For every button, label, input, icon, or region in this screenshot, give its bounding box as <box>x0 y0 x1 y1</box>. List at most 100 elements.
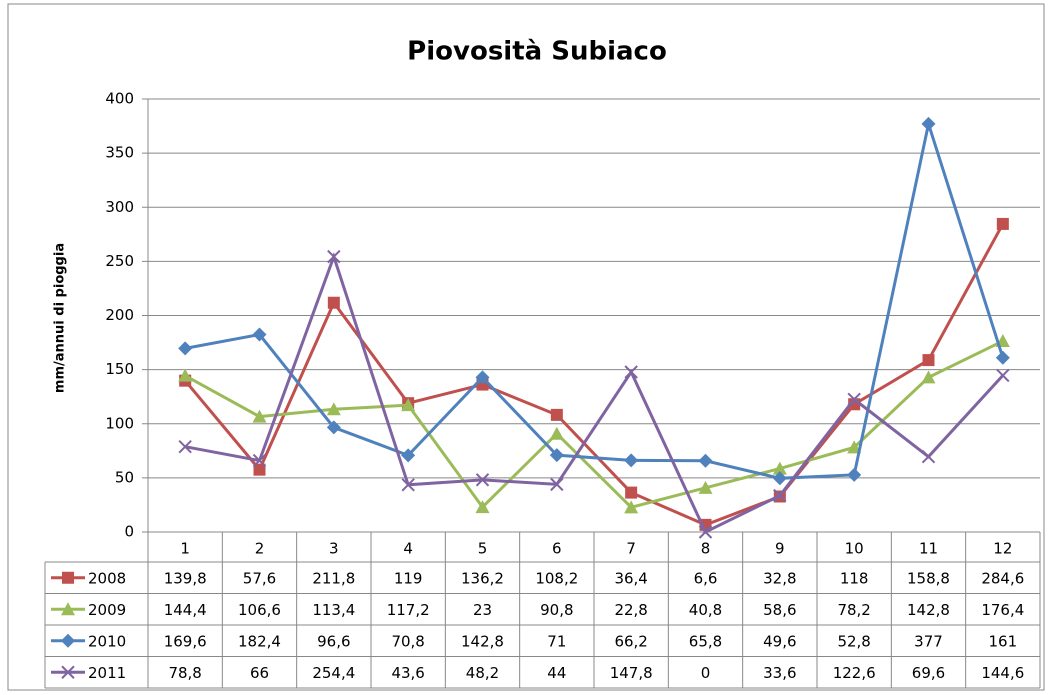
table-value: 139,8 <box>164 569 207 587</box>
marker <box>550 477 564 492</box>
table-value: 144,6 <box>981 664 1024 682</box>
marker-stroke <box>847 392 861 406</box>
marker <box>624 453 639 468</box>
marker-stroke <box>401 478 415 492</box>
table-value: 66,2 <box>614 632 647 650</box>
marker <box>178 341 193 356</box>
marker-stroke <box>773 488 787 503</box>
table-value: 70,8 <box>391 632 424 650</box>
legend-label: 2009 <box>88 601 126 619</box>
marker <box>550 408 563 421</box>
y-tick-label: 0 <box>124 523 134 541</box>
marker <box>549 448 564 463</box>
series-line <box>184 252 1004 535</box>
table-value: 71 <box>547 632 566 650</box>
marker <box>624 500 639 514</box>
marker-stroke <box>624 365 638 379</box>
marker <box>847 440 862 454</box>
marker <box>327 296 340 309</box>
table-value: 48,2 <box>466 664 499 682</box>
marker <box>61 665 75 679</box>
series-line <box>184 118 1005 480</box>
marker-stroke <box>252 453 267 468</box>
marker <box>922 354 935 367</box>
x-tick-label: 7 <box>626 540 636 558</box>
chart-title: Piovosità Subiaco <box>407 37 667 67</box>
table-value: 122,6 <box>833 664 876 682</box>
y-tick-label: 300 <box>105 198 134 216</box>
marker <box>401 448 416 463</box>
table-value: 161 <box>989 632 1018 650</box>
table-value: 32,8 <box>763 569 796 587</box>
marker <box>178 368 193 382</box>
table-value: 211,8 <box>312 569 355 587</box>
marker <box>401 398 416 412</box>
table-value: 119 <box>394 569 423 587</box>
table-value: 0 <box>701 664 711 682</box>
marker <box>698 480 713 494</box>
table-value: 43,6 <box>391 664 424 682</box>
legend-label: 2010 <box>88 632 126 650</box>
y-tick-label: 200 <box>105 306 134 324</box>
legend-label: 2011 <box>88 664 126 682</box>
table-value: 78,2 <box>837 601 870 619</box>
table-value: 106,6 <box>238 601 281 619</box>
marker <box>996 217 1009 230</box>
table-value: 136,2 <box>461 569 504 587</box>
marker <box>178 439 192 454</box>
y-axis-label: mm/annui di pioggia <box>53 243 68 393</box>
table-value: 96,6 <box>317 632 350 650</box>
marker-stroke <box>475 473 490 487</box>
table-value: 57,6 <box>243 569 276 587</box>
marker <box>475 500 490 514</box>
table-value: 44 <box>547 664 566 682</box>
marker <box>772 461 787 475</box>
marker-stroke <box>698 525 713 539</box>
marker <box>772 471 787 486</box>
y-tick-label: 150 <box>105 360 134 378</box>
table-value: 33,6 <box>763 664 796 682</box>
marker <box>475 473 490 487</box>
table-value: 118 <box>840 569 869 587</box>
marker <box>847 392 861 406</box>
table-value: 254,4 <box>312 664 355 682</box>
table-value: 6,6 <box>694 569 718 587</box>
y-tick-label: 100 <box>105 414 134 432</box>
x-tick-label: 8 <box>701 540 711 558</box>
marker <box>61 602 75 616</box>
table-value: 58,6 <box>763 601 796 619</box>
table-value: 158,8 <box>907 569 950 587</box>
table-value: 117,2 <box>387 601 430 619</box>
table-value: 284,6 <box>981 569 1024 587</box>
marker <box>326 420 341 435</box>
x-tick-label: 1 <box>180 540 190 558</box>
marker-stroke <box>550 477 564 492</box>
legend-label: 2008 <box>88 569 126 587</box>
table-value: 23 <box>473 601 492 619</box>
marker <box>61 633 75 648</box>
table-value: 78,8 <box>168 664 201 682</box>
table-value: 49,6 <box>763 632 796 650</box>
table-value: 22,8 <box>614 601 647 619</box>
marker <box>625 486 638 499</box>
marker <box>995 350 1010 365</box>
table-value: 36,4 <box>614 569 647 587</box>
marker <box>327 249 341 264</box>
marker <box>698 453 713 468</box>
marker <box>326 402 341 416</box>
table-value: 142,8 <box>461 632 504 650</box>
marker-stroke <box>996 368 1010 383</box>
y-tick-label: 250 <box>105 252 134 270</box>
marker-stroke <box>178 439 192 454</box>
table-value: 52,8 <box>837 632 870 650</box>
x-tick-label: 4 <box>403 540 413 558</box>
x-tick-label: 11 <box>919 540 938 558</box>
series-line <box>184 223 1005 527</box>
marker-stroke <box>61 665 75 679</box>
marker-stroke <box>921 449 936 464</box>
y-tick-label: 350 <box>105 144 134 162</box>
marker <box>698 525 713 539</box>
table-value: 142,8 <box>907 601 950 619</box>
marker <box>252 327 267 342</box>
